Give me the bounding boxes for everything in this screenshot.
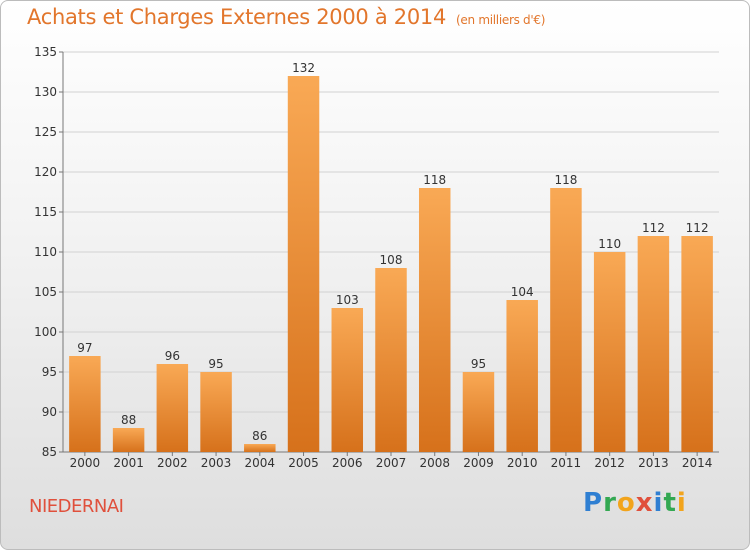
y-tick-label: 135 bbox=[34, 45, 57, 59]
proxiti-logo[interactable]: Proxiti bbox=[583, 488, 687, 518]
x-tick-label: 2003 bbox=[201, 456, 232, 470]
y-tick-label: 100 bbox=[34, 325, 57, 339]
bar-2006 bbox=[331, 308, 364, 452]
data-label: 110 bbox=[598, 237, 621, 251]
y-tick-label: 90 bbox=[42, 405, 57, 419]
x-tick-label: 2001 bbox=[113, 456, 144, 470]
y-tick-label: 130 bbox=[34, 85, 57, 99]
chart-title: Achats et Charges Externes 2000 à 2014 (e… bbox=[27, 5, 545, 29]
data-label: 104 bbox=[511, 285, 534, 299]
x-tick-label: 2009 bbox=[463, 456, 494, 470]
x-tick-label: 2010 bbox=[507, 456, 538, 470]
data-label: 112 bbox=[686, 221, 709, 235]
chart-subtitle: (en milliers d'€) bbox=[456, 13, 546, 27]
bar-2013 bbox=[637, 236, 670, 452]
x-tick-label: 2007 bbox=[376, 456, 407, 470]
y-tick-label: 110 bbox=[34, 245, 57, 259]
bars bbox=[69, 76, 713, 452]
bar-2010 bbox=[506, 300, 538, 452]
commune-name: NIEDERNAI bbox=[29, 496, 124, 517]
x-tick-label: 2013 bbox=[638, 456, 669, 470]
x-tick-label: 2011 bbox=[551, 456, 582, 470]
bar-2008 bbox=[418, 188, 451, 452]
x-tick-label: 2005 bbox=[288, 456, 319, 470]
data-label: 132 bbox=[292, 61, 315, 75]
bar-2014 bbox=[681, 236, 713, 452]
data-label: 96 bbox=[165, 349, 180, 363]
y-tick-label: 120 bbox=[34, 165, 57, 179]
title-text: Achats et Charges Externes 2000 à 2014 bbox=[27, 5, 447, 29]
bar-2001 bbox=[112, 428, 145, 452]
bar-2011 bbox=[550, 188, 582, 452]
data-label: 88 bbox=[121, 413, 136, 427]
x-tick-label: 2014 bbox=[682, 456, 713, 470]
x-tick-label: 2006 bbox=[332, 456, 363, 470]
bar-2005 bbox=[287, 76, 320, 452]
bar-2002 bbox=[156, 364, 189, 452]
data-label: 118 bbox=[423, 173, 446, 187]
x-tick-label: 2002 bbox=[157, 456, 188, 470]
data-label: 103 bbox=[336, 293, 359, 307]
data-label: 95 bbox=[208, 357, 223, 371]
data-label: 112 bbox=[642, 221, 665, 235]
y-tick-label: 115 bbox=[34, 205, 57, 219]
y-tick-label: 125 bbox=[34, 125, 57, 139]
labels: 85 90 95 100 105 110 115 120 125 130 135 97 2000 88 20… bbox=[34, 45, 712, 470]
y-tick-label: 95 bbox=[42, 365, 57, 379]
bar-2012 bbox=[593, 252, 626, 452]
data-label: 97 bbox=[77, 341, 92, 355]
bar-2003 bbox=[200, 372, 232, 452]
x-tick-label: 2012 bbox=[594, 456, 625, 470]
data-label: 108 bbox=[380, 253, 403, 267]
bar-2009 bbox=[462, 372, 495, 452]
y-tick-label: 85 bbox=[42, 445, 57, 459]
bar-2000 bbox=[69, 356, 101, 452]
data-label: 118 bbox=[554, 173, 577, 187]
bar-2007 bbox=[375, 268, 407, 452]
data-label: 86 bbox=[252, 429, 267, 443]
data-label: 95 bbox=[471, 357, 486, 371]
x-tick-label: 2008 bbox=[419, 456, 450, 470]
x-tick-label: 2004 bbox=[245, 456, 276, 470]
bar-2004 bbox=[244, 444, 276, 452]
x-tick-label: 2000 bbox=[70, 456, 101, 470]
y-tick-label: 105 bbox=[34, 285, 57, 299]
